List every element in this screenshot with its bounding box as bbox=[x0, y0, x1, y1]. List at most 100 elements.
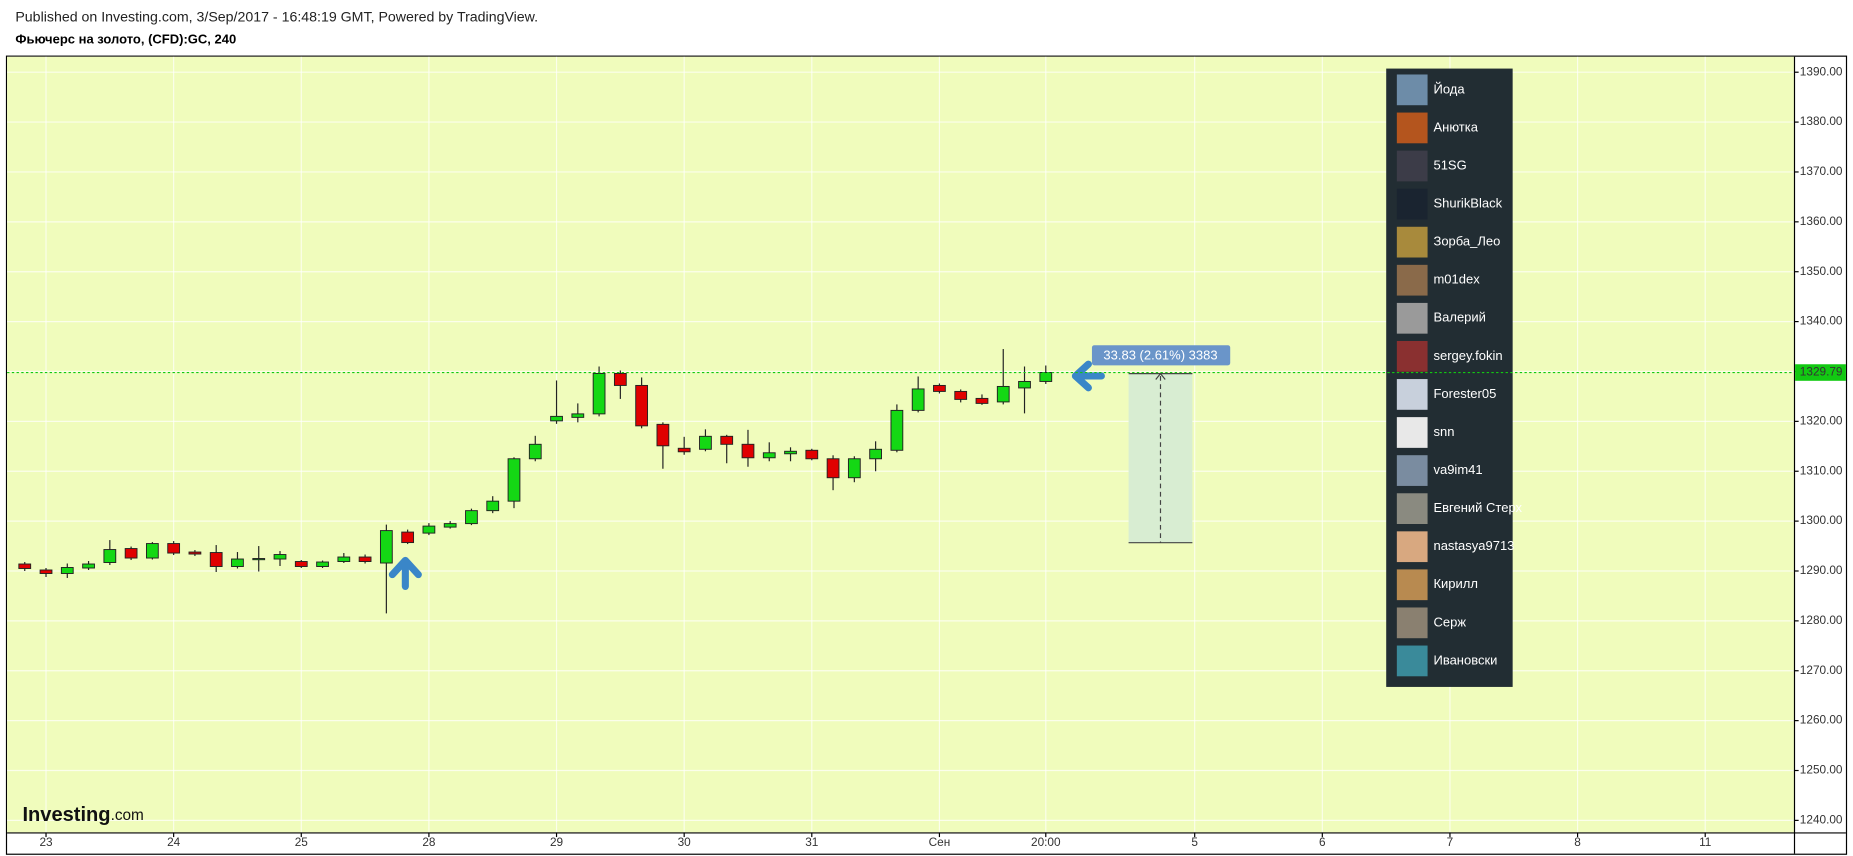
y-tick-label: 1370.00 bbox=[1800, 164, 1843, 178]
user-name[interactable]: sergey.fokin bbox=[1433, 348, 1502, 363]
logo-suffix: .com bbox=[111, 807, 144, 824]
measure-label: 33.83 (2.61%) 3383 bbox=[1103, 347, 1217, 362]
candle-body bbox=[826, 458, 840, 479]
candle-body bbox=[486, 500, 500, 512]
x-tick-label: 5 bbox=[1191, 835, 1198, 849]
x-tick-label: 23 bbox=[39, 835, 53, 849]
y-tick-label: 1320.00 bbox=[1800, 413, 1843, 427]
user-name[interactable]: Forester05 bbox=[1433, 386, 1496, 401]
y-tick-label: 1270.00 bbox=[1800, 663, 1843, 677]
measure-label-bg bbox=[1091, 345, 1231, 366]
user-name[interactable]: Зорба_Лео bbox=[1433, 234, 1500, 249]
y-tick-label: 1250.00 bbox=[1800, 763, 1843, 777]
avatar[interactable] bbox=[1396, 569, 1428, 601]
logo-brand: Investing bbox=[22, 804, 110, 826]
avatar[interactable] bbox=[1396, 340, 1428, 372]
y-tick-label: 1380.00 bbox=[1800, 114, 1843, 128]
user-name[interactable]: Валерий bbox=[1433, 310, 1485, 325]
candle-body bbox=[507, 458, 521, 502]
avatar[interactable] bbox=[1396, 150, 1428, 182]
user-name[interactable]: 51SG bbox=[1433, 157, 1466, 172]
candle-body bbox=[933, 384, 946, 392]
chart-title: Фьючерс на золото, (CFD):GC, 240 bbox=[15, 32, 236, 47]
y-tick-label: 1390.00 bbox=[1800, 64, 1843, 78]
last-price-label: 1329.79 bbox=[1800, 365, 1843, 379]
candle-body bbox=[869, 448, 882, 460]
candle-body bbox=[677, 447, 691, 453]
candle-body bbox=[18, 563, 32, 569]
x-tick-label: 7 bbox=[1447, 835, 1454, 849]
left-arrow bbox=[1071, 360, 1105, 392]
y-tick-label: 1310.00 bbox=[1800, 463, 1843, 477]
x-tick-label: 8 bbox=[1574, 835, 1581, 849]
avatar[interactable] bbox=[1396, 302, 1428, 334]
x-tick-label: Сен bbox=[929, 835, 951, 849]
user-name[interactable]: Йода bbox=[1433, 81, 1465, 96]
candle-body bbox=[82, 563, 95, 569]
candle-body bbox=[252, 558, 266, 561]
avatar[interactable] bbox=[1396, 226, 1428, 258]
user-name[interactable]: snn bbox=[1433, 424, 1454, 439]
user-name[interactable]: Ивановски bbox=[1433, 652, 1497, 667]
avatar[interactable] bbox=[1396, 379, 1428, 410]
up-arrow bbox=[388, 556, 422, 590]
candle-body bbox=[890, 409, 904, 451]
y-tick-label: 1280.00 bbox=[1800, 613, 1843, 627]
avatar[interactable] bbox=[1396, 645, 1428, 677]
user-name[interactable]: Серж bbox=[1433, 614, 1466, 629]
avatar[interactable] bbox=[1396, 74, 1428, 106]
candle-body bbox=[699, 435, 712, 450]
avatar[interactable] bbox=[1396, 607, 1428, 639]
avatar[interactable] bbox=[1396, 531, 1428, 563]
candle-body bbox=[805, 449, 819, 460]
candle-body bbox=[847, 458, 861, 479]
candle-body bbox=[741, 443, 755, 459]
user-list: Йода Анютка 51SG ShurikBlack Зорба_Лео m01dex… bbox=[1396, 74, 1523, 677]
user-name[interactable]: nastasya9713 bbox=[1433, 538, 1514, 553]
x-tick-label: 28 bbox=[422, 835, 436, 849]
candle-body bbox=[422, 525, 436, 534]
candle-body bbox=[337, 556, 351, 562]
candle-body bbox=[358, 556, 372, 562]
avatar[interactable] bbox=[1396, 493, 1428, 525]
candle-body bbox=[550, 415, 563, 422]
y-tick-label: 1290.00 bbox=[1800, 563, 1843, 577]
candle-body bbox=[656, 423, 670, 447]
avatar[interactable] bbox=[1396, 264, 1428, 296]
candle-body bbox=[975, 397, 989, 404]
candle-body bbox=[954, 390, 968, 400]
logo: Investing.com bbox=[22, 804, 143, 826]
y-tick-label: 1350.00 bbox=[1800, 264, 1843, 278]
candle-body bbox=[124, 548, 138, 559]
candle-body bbox=[188, 551, 202, 555]
candle-body bbox=[1018, 380, 1031, 389]
user-name[interactable]: Евгений Стерх bbox=[1433, 500, 1522, 515]
avatar[interactable] bbox=[1396, 188, 1428, 220]
candle-body bbox=[167, 543, 181, 554]
user-name[interactable]: Анютка bbox=[1433, 119, 1478, 134]
candle-body bbox=[103, 549, 117, 563]
candle-body bbox=[996, 385, 1010, 403]
y-tick-label: 1260.00 bbox=[1800, 713, 1843, 727]
user-name[interactable]: va9im41 bbox=[1433, 462, 1482, 477]
candle-body bbox=[209, 552, 223, 567]
user-name[interactable]: ShurikBlack bbox=[1433, 196, 1502, 211]
x-tick-label: 29 bbox=[550, 835, 564, 849]
candle-body bbox=[316, 561, 329, 567]
y-tick-label: 1360.00 bbox=[1800, 214, 1843, 228]
candle-body bbox=[571, 413, 585, 418]
avatar[interactable] bbox=[1396, 455, 1428, 486]
grid bbox=[7, 56, 1794, 833]
x-tick-label: 20:00 bbox=[1031, 835, 1061, 849]
candle-body bbox=[294, 561, 308, 567]
candle-body bbox=[145, 543, 159, 559]
avatar[interactable] bbox=[1396, 417, 1428, 448]
user-name[interactable]: m01dex bbox=[1433, 272, 1480, 287]
candle-body bbox=[231, 558, 244, 567]
candle-body bbox=[465, 510, 478, 525]
candle-body bbox=[528, 443, 542, 460]
candles bbox=[18, 349, 1053, 614]
avatar[interactable] bbox=[1396, 112, 1428, 144]
user-name[interactable]: Кирилл bbox=[1433, 576, 1477, 591]
